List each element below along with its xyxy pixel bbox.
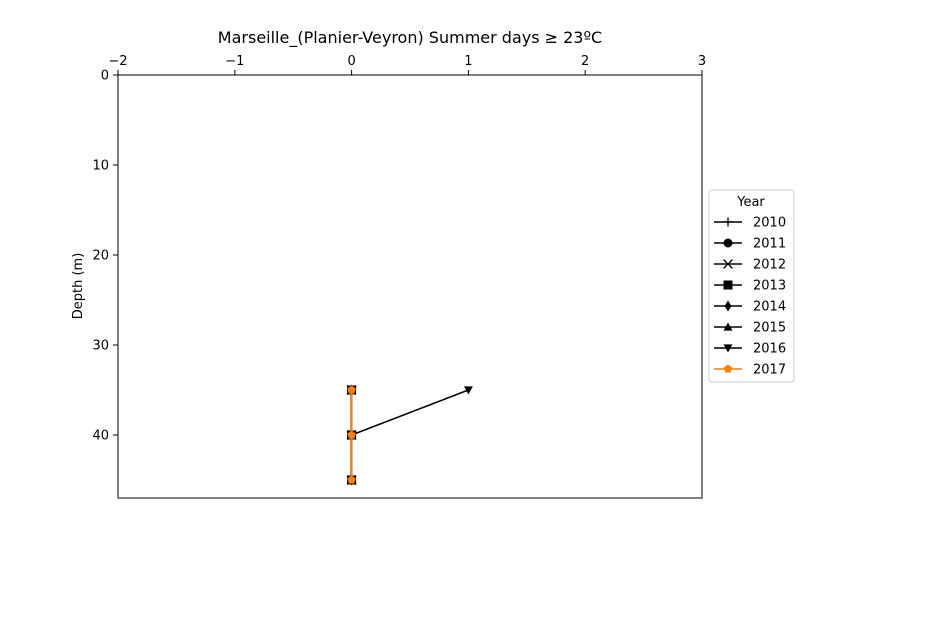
- legend-marker: [723, 217, 733, 227]
- legend-label: 2012: [753, 258, 786, 273]
- plot-frame: [117, 74, 703, 499]
- legend-title: Year: [736, 195, 765, 210]
- legend-item: 2015: [714, 321, 786, 336]
- legend-marker: [723, 322, 733, 331]
- series-2017: [347, 385, 356, 484]
- x-tick-label: −2: [108, 54, 127, 69]
- data-point: [347, 430, 356, 439]
- legend-item: 2017: [714, 363, 786, 378]
- y-tick-label: 0: [101, 69, 109, 84]
- y-tick-label: 30: [92, 339, 109, 354]
- x-tick-label: 3: [698, 54, 706, 69]
- data-point: [347, 385, 356, 394]
- x-tick-label: 0: [347, 54, 355, 69]
- data-point: [347, 475, 356, 484]
- legend-label: 2013: [753, 279, 786, 294]
- x-axis: −2 −1 0 1 2 3: [108, 54, 706, 75]
- chart-title: Marseille_(Planier-Veyron) Summer days ≥…: [218, 28, 602, 48]
- legend-marker: [724, 300, 732, 312]
- y-axis: 0 10 20 30 40: [92, 69, 118, 444]
- legend-label: 2017: [753, 363, 786, 378]
- legend-box: [708, 189, 795, 383]
- legend-item: 2011: [714, 237, 786, 252]
- legend-label: 2010: [753, 216, 786, 231]
- plot-area: [346, 384, 473, 486]
- legend-marker: [723, 344, 733, 353]
- legend: Year 2010 2011 2012 2013 2014 2015 2016 2017: [708, 189, 795, 383]
- data-point: [463, 386, 473, 395]
- legend-item: 2010: [714, 216, 786, 231]
- legend-item: 2014: [714, 300, 786, 315]
- series-line: [350, 389, 469, 480]
- y-axis-label: Depth (m): [71, 253, 86, 320]
- x-tick-label: 1: [464, 54, 472, 69]
- legend-marker: [723, 259, 733, 269]
- legend-label: 2015: [753, 321, 786, 336]
- y-tick-label: 20: [92, 249, 109, 264]
- legend-item: 2013: [714, 279, 786, 294]
- x-tick-label: −1: [225, 54, 244, 69]
- legend-label: 2014: [753, 300, 786, 315]
- legend-item: 2012: [714, 258, 786, 273]
- y-tick-label: 10: [92, 159, 109, 174]
- legend-label: 2016: [753, 342, 786, 357]
- legend-item: 2016: [714, 342, 786, 357]
- x-tick-label: 2: [581, 54, 589, 69]
- legend-label: 2011: [753, 237, 786, 252]
- legend-marker: [723, 280, 733, 290]
- y-tick-label: 40: [92, 429, 109, 444]
- series-2016: [347, 386, 473, 485]
- legend-marker: [723, 364, 733, 373]
- legend-marker: [723, 238, 733, 248]
